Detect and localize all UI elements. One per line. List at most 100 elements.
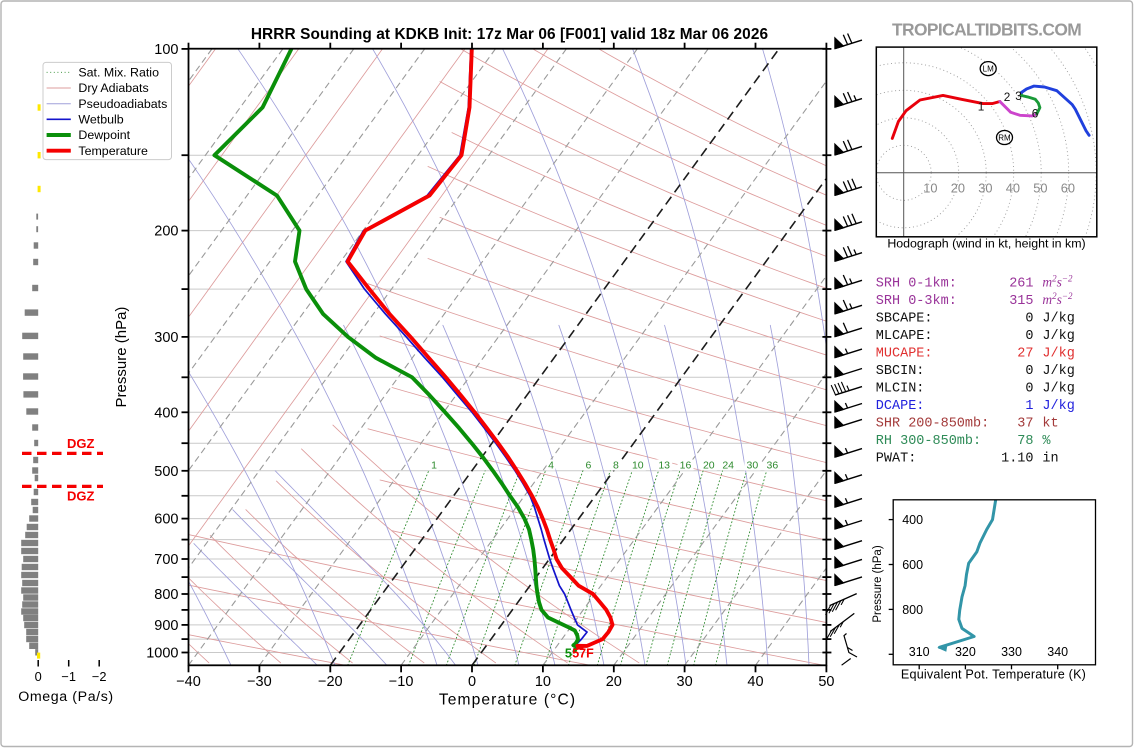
svg-text:SBCAPE:: SBCAPE: — [876, 311, 933, 326]
svg-text:1: 1 — [431, 460, 437, 472]
svg-text:J/kg: J/kg — [1042, 311, 1074, 326]
svg-text:Pressure (hPa): Pressure (hPa) — [872, 545, 884, 623]
svg-text:Pressure (hPa): Pressure (hPa) — [113, 307, 130, 408]
svg-text:5: 5 — [565, 647, 572, 661]
svg-text:57F: 57F — [572, 647, 594, 661]
svg-text:J/kg: J/kg — [1042, 364, 1074, 379]
svg-text:30: 30 — [978, 180, 992, 195]
svg-text:24: 24 — [722, 460, 734, 472]
svg-text:500: 500 — [154, 464, 178, 480]
svg-text:MLCIN:: MLCIN: — [876, 382, 925, 397]
svg-text:50: 50 — [818, 674, 834, 690]
svg-text:78: 78 — [1017, 434, 1033, 449]
svg-text:800: 800 — [902, 603, 923, 617]
svg-text:30: 30 — [747, 460, 759, 472]
svg-text:0: 0 — [1025, 364, 1033, 379]
svg-text:SHR 200-850mb:: SHR 200-850mb: — [876, 417, 989, 432]
svg-text:36: 36 — [767, 460, 779, 472]
svg-text:600: 600 — [154, 512, 178, 528]
svg-text:Dewpoint: Dewpoint — [78, 128, 130, 142]
svg-text:TROPICALTIDBITS.COM: TROPICALTIDBITS.COM — [892, 20, 1081, 40]
svg-text:−30: −30 — [247, 674, 272, 690]
svg-text:MLCAPE:: MLCAPE: — [876, 329, 933, 344]
svg-text:3: 3 — [1015, 89, 1022, 103]
svg-text:0: 0 — [1025, 311, 1033, 326]
svg-text:SRH 0-3km:: SRH 0-3km: — [876, 294, 957, 309]
svg-text:10: 10 — [923, 180, 937, 195]
svg-text:300: 300 — [154, 330, 178, 346]
svg-text:0: 0 — [1025, 382, 1033, 397]
svg-text:315: 315 — [1009, 294, 1033, 309]
svg-text:10: 10 — [535, 674, 551, 690]
svg-text:Temperature: Temperature — [78, 144, 148, 158]
svg-text:400: 400 — [154, 405, 178, 421]
svg-text:−20: −20 — [318, 674, 343, 690]
svg-text:1: 1 — [1025, 399, 1033, 414]
svg-text:−40: −40 — [176, 674, 201, 690]
svg-text:20: 20 — [703, 460, 715, 472]
svg-text:in: in — [1042, 452, 1058, 467]
svg-text:1.10: 1.10 — [1001, 452, 1033, 467]
svg-text:50: 50 — [1033, 180, 1047, 195]
svg-text:320: 320 — [955, 645, 976, 659]
svg-text:6: 6 — [1032, 107, 1039, 121]
svg-text:Sat. Mix. Ratio: Sat. Mix. Ratio — [78, 66, 159, 80]
svg-text:J/kg: J/kg — [1042, 329, 1074, 344]
svg-text:1000: 1000 — [146, 646, 178, 662]
svg-text:PWAT:: PWAT: — [876, 452, 917, 467]
svg-text:Omega (Pa/s): Omega (Pa/s) — [18, 689, 114, 705]
svg-text:100: 100 — [154, 42, 178, 58]
svg-text:J/kg: J/kg — [1042, 399, 1074, 414]
svg-text:RM: RM — [998, 134, 1011, 143]
svg-text:10: 10 — [632, 460, 644, 472]
svg-text:900: 900 — [154, 618, 178, 634]
svg-text:J/kg: J/kg — [1042, 382, 1074, 397]
svg-text:Equivalent Pot. Temperature (K: Equivalent Pot. Temperature (K) — [901, 668, 1086, 682]
svg-text:DGZ: DGZ — [67, 436, 95, 451]
svg-text:330: 330 — [1001, 645, 1022, 659]
svg-text:40: 40 — [1006, 180, 1020, 195]
svg-text:Wetbulb: Wetbulb — [78, 113, 123, 127]
svg-text:0: 0 — [1025, 329, 1033, 344]
svg-text:400: 400 — [902, 513, 923, 527]
svg-text:LM: LM — [983, 65, 994, 74]
svg-text:DCAPE:: DCAPE: — [876, 399, 925, 414]
svg-text:Hodograph (wind in kt, height: Hodograph (wind in kt, height in km) — [887, 237, 1085, 251]
svg-text:−2: −2 — [92, 669, 107, 684]
svg-text:Dry Adiabats: Dry Adiabats — [78, 81, 148, 95]
svg-text:27: 27 — [1017, 346, 1033, 361]
svg-text:SRH 0-1km:: SRH 0-1km: — [876, 276, 957, 291]
svg-text:1: 1 — [978, 100, 985, 114]
svg-text:SBCIN:: SBCIN: — [876, 364, 925, 379]
svg-text:0: 0 — [468, 674, 476, 690]
svg-text:600: 600 — [902, 558, 923, 572]
svg-text:700: 700 — [154, 552, 178, 568]
svg-text:DGZ: DGZ — [67, 489, 95, 504]
svg-text:6: 6 — [585, 460, 591, 472]
svg-text:40: 40 — [747, 674, 763, 690]
svg-text:−10: −10 — [389, 674, 414, 690]
svg-text:−1: −1 — [61, 669, 76, 684]
svg-text:20: 20 — [951, 180, 965, 195]
svg-text:20: 20 — [606, 674, 622, 690]
svg-text:16: 16 — [680, 460, 692, 472]
svg-text:340: 340 — [1047, 645, 1068, 659]
svg-text:MUCAPE:: MUCAPE: — [876, 346, 933, 361]
svg-text:310: 310 — [909, 645, 930, 659]
svg-text:37: 37 — [1017, 417, 1033, 432]
svg-text:0: 0 — [35, 669, 42, 684]
svg-text:800: 800 — [154, 587, 178, 603]
svg-text:60: 60 — [1061, 180, 1075, 195]
svg-text:2: 2 — [1004, 90, 1011, 104]
svg-text:J/kg: J/kg — [1042, 346, 1074, 361]
svg-text:HRRR Sounding at KDKB Init: 17: HRRR Sounding at KDKB Init: 17z Mar 06 [… — [251, 26, 768, 43]
svg-text:200: 200 — [154, 224, 178, 240]
svg-text:261: 261 — [1009, 276, 1033, 291]
svg-text:8: 8 — [613, 460, 619, 472]
svg-text:RH 300-850mb:: RH 300-850mb: — [876, 434, 981, 449]
svg-text:Temperature (°C): Temperature (°C) — [439, 692, 576, 709]
svg-text:30: 30 — [677, 674, 693, 690]
svg-text:Pseudoadiabats: Pseudoadiabats — [78, 97, 167, 111]
svg-text:%: % — [1042, 434, 1051, 449]
svg-text:4: 4 — [548, 460, 554, 472]
